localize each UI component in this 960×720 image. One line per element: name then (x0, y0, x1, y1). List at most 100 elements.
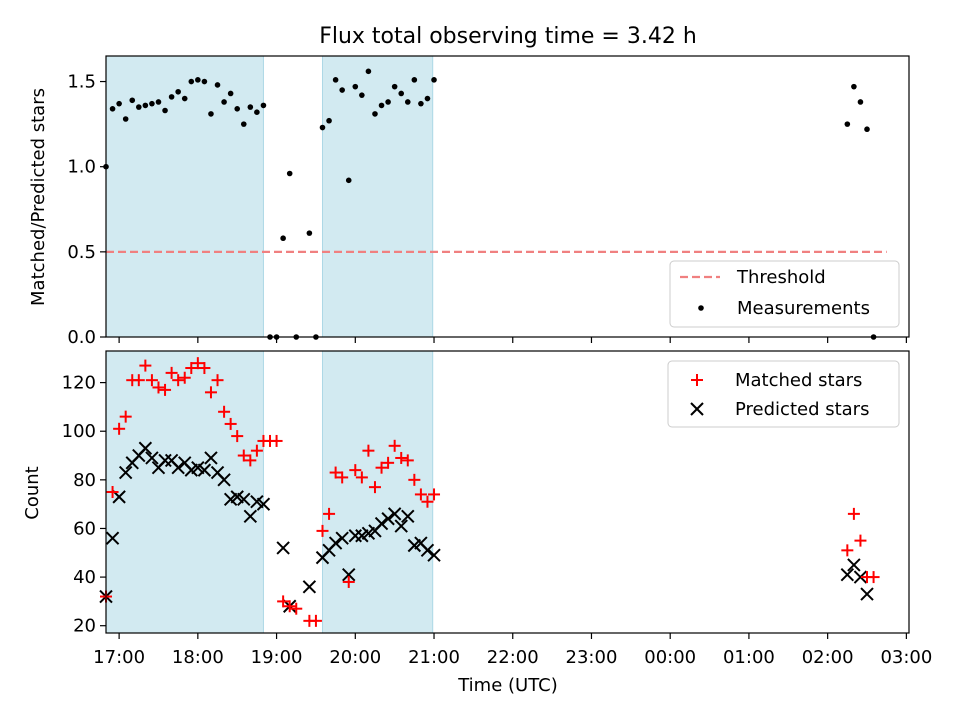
predicted-star-point (171, 460, 185, 475)
matched-star-point (191, 357, 204, 370)
measurement-point (352, 83, 359, 90)
measurement-point (411, 77, 418, 83)
top-x-ticks (118, 337, 907, 343)
matched-star-point (290, 602, 303, 615)
bottom-y-axis-label: Count (22, 466, 43, 519)
measurement-point (857, 99, 864, 105)
legend-predicted-swatch (690, 402, 704, 416)
predicted-star-point (335, 531, 349, 545)
legend-matched-label: Matched stars (735, 370, 862, 391)
measurement-point (864, 126, 870, 133)
measurement-point (260, 102, 267, 109)
predicted-star-point (158, 453, 172, 468)
x-tick-label: 17:00 (93, 647, 145, 668)
predicted-star-point (256, 497, 271, 511)
measurement-point (201, 78, 208, 85)
matched-star-point (329, 466, 342, 479)
predicted-star-point (105, 531, 120, 545)
matched-star-point (401, 454, 414, 467)
y-tick-label: 0.0 (67, 327, 96, 348)
measurement-point (254, 109, 260, 115)
predicted-star-point (374, 516, 389, 531)
shaded-span (321, 350, 434, 634)
x-tick-label: 21:00 (408, 647, 460, 668)
predicted-star-point (853, 570, 868, 584)
predicted-star-point (217, 473, 231, 487)
measurement-point (319, 124, 326, 131)
predicted-star-point (197, 463, 212, 477)
matched-star-point (309, 614, 322, 627)
matched-star-point (283, 600, 296, 613)
measurement-point (136, 104, 142, 110)
measurement-point (844, 121, 851, 127)
predicted-star-point (840, 567, 855, 582)
legend-measurements-label: Measurements (737, 298, 870, 319)
matched-star-point (178, 371, 191, 384)
matched-star-point (408, 473, 421, 486)
measurement-point (240, 121, 247, 127)
measurement-point (116, 100, 122, 107)
measurement-point (359, 92, 365, 98)
measurement-point (378, 102, 385, 109)
matched-star-point (231, 430, 244, 443)
matched-star-point (198, 362, 211, 375)
x-tick-label: 03:00 (880, 647, 932, 668)
matched-star-point (395, 451, 408, 464)
measurement-point (424, 95, 431, 102)
measurement-point (208, 111, 214, 117)
matched-star-point (204, 386, 217, 399)
x-tick-label: 02:00 (802, 647, 854, 668)
predicted-star-point (237, 492, 251, 507)
matched-star-point (237, 449, 250, 462)
matched-star-point (152, 381, 165, 394)
x-axis-label: Time (UTC) (457, 675, 558, 696)
bottom-axes-frame (105, 350, 910, 634)
measurement-point (129, 97, 136, 104)
shaded-span (105, 350, 264, 634)
measurement-point (345, 177, 352, 184)
legend-matched-swatch (691, 374, 703, 386)
matched-star-point (368, 481, 381, 494)
y-tick-label: 20 (73, 616, 96, 637)
matched-star-point (428, 488, 441, 501)
matched-star-point (106, 486, 119, 498)
predicted-star-point (420, 543, 435, 558)
measurement-point (181, 95, 188, 102)
y-tick-label: 0.5 (67, 242, 96, 263)
measurement-point (142, 102, 149, 109)
x-tick-label: 20:00 (329, 647, 381, 668)
matched-star-point (250, 444, 263, 457)
matched-star-point (145, 374, 158, 387)
matched-star-point (172, 374, 185, 387)
matched-star-point (375, 461, 388, 474)
bottom-legend: Matched stars Predicted stars (667, 360, 900, 428)
matched-star-point (336, 471, 349, 484)
predicted-star-point (381, 512, 395, 526)
shaded-span (321, 55, 434, 338)
predicted-star-point (145, 451, 159, 465)
predicted-star-point (401, 509, 415, 524)
matched-star-point (159, 383, 172, 396)
matched-star-point (224, 417, 237, 430)
x-tick-label: 00:00 (644, 647, 696, 668)
measurement-point (385, 99, 391, 105)
measurement-point (227, 90, 234, 97)
matched-star-point (841, 544, 854, 557)
matched-star-point (414, 488, 427, 501)
matched-star-point (119, 410, 132, 423)
measurement-point (234, 105, 241, 112)
matched-star-point (270, 434, 283, 447)
matched-star-point (218, 405, 231, 418)
measurement-point (155, 99, 162, 105)
matched-star-point (139, 359, 152, 372)
measurement-point (326, 117, 332, 124)
matched-star-point (244, 454, 257, 467)
matched-star-point (211, 374, 224, 387)
predicted-star-point (204, 451, 218, 465)
predicted-star-point (387, 507, 402, 521)
top-panel: 0.0 0.5 1.0 1.5 Matched/Predicted stars Thr… (28, 55, 910, 348)
matched-star-point (355, 471, 368, 484)
top-y-ticks: 0.0 0.5 1.0 1.5 (67, 72, 106, 348)
measurement-point (122, 116, 129, 122)
measurement-point (214, 82, 221, 88)
